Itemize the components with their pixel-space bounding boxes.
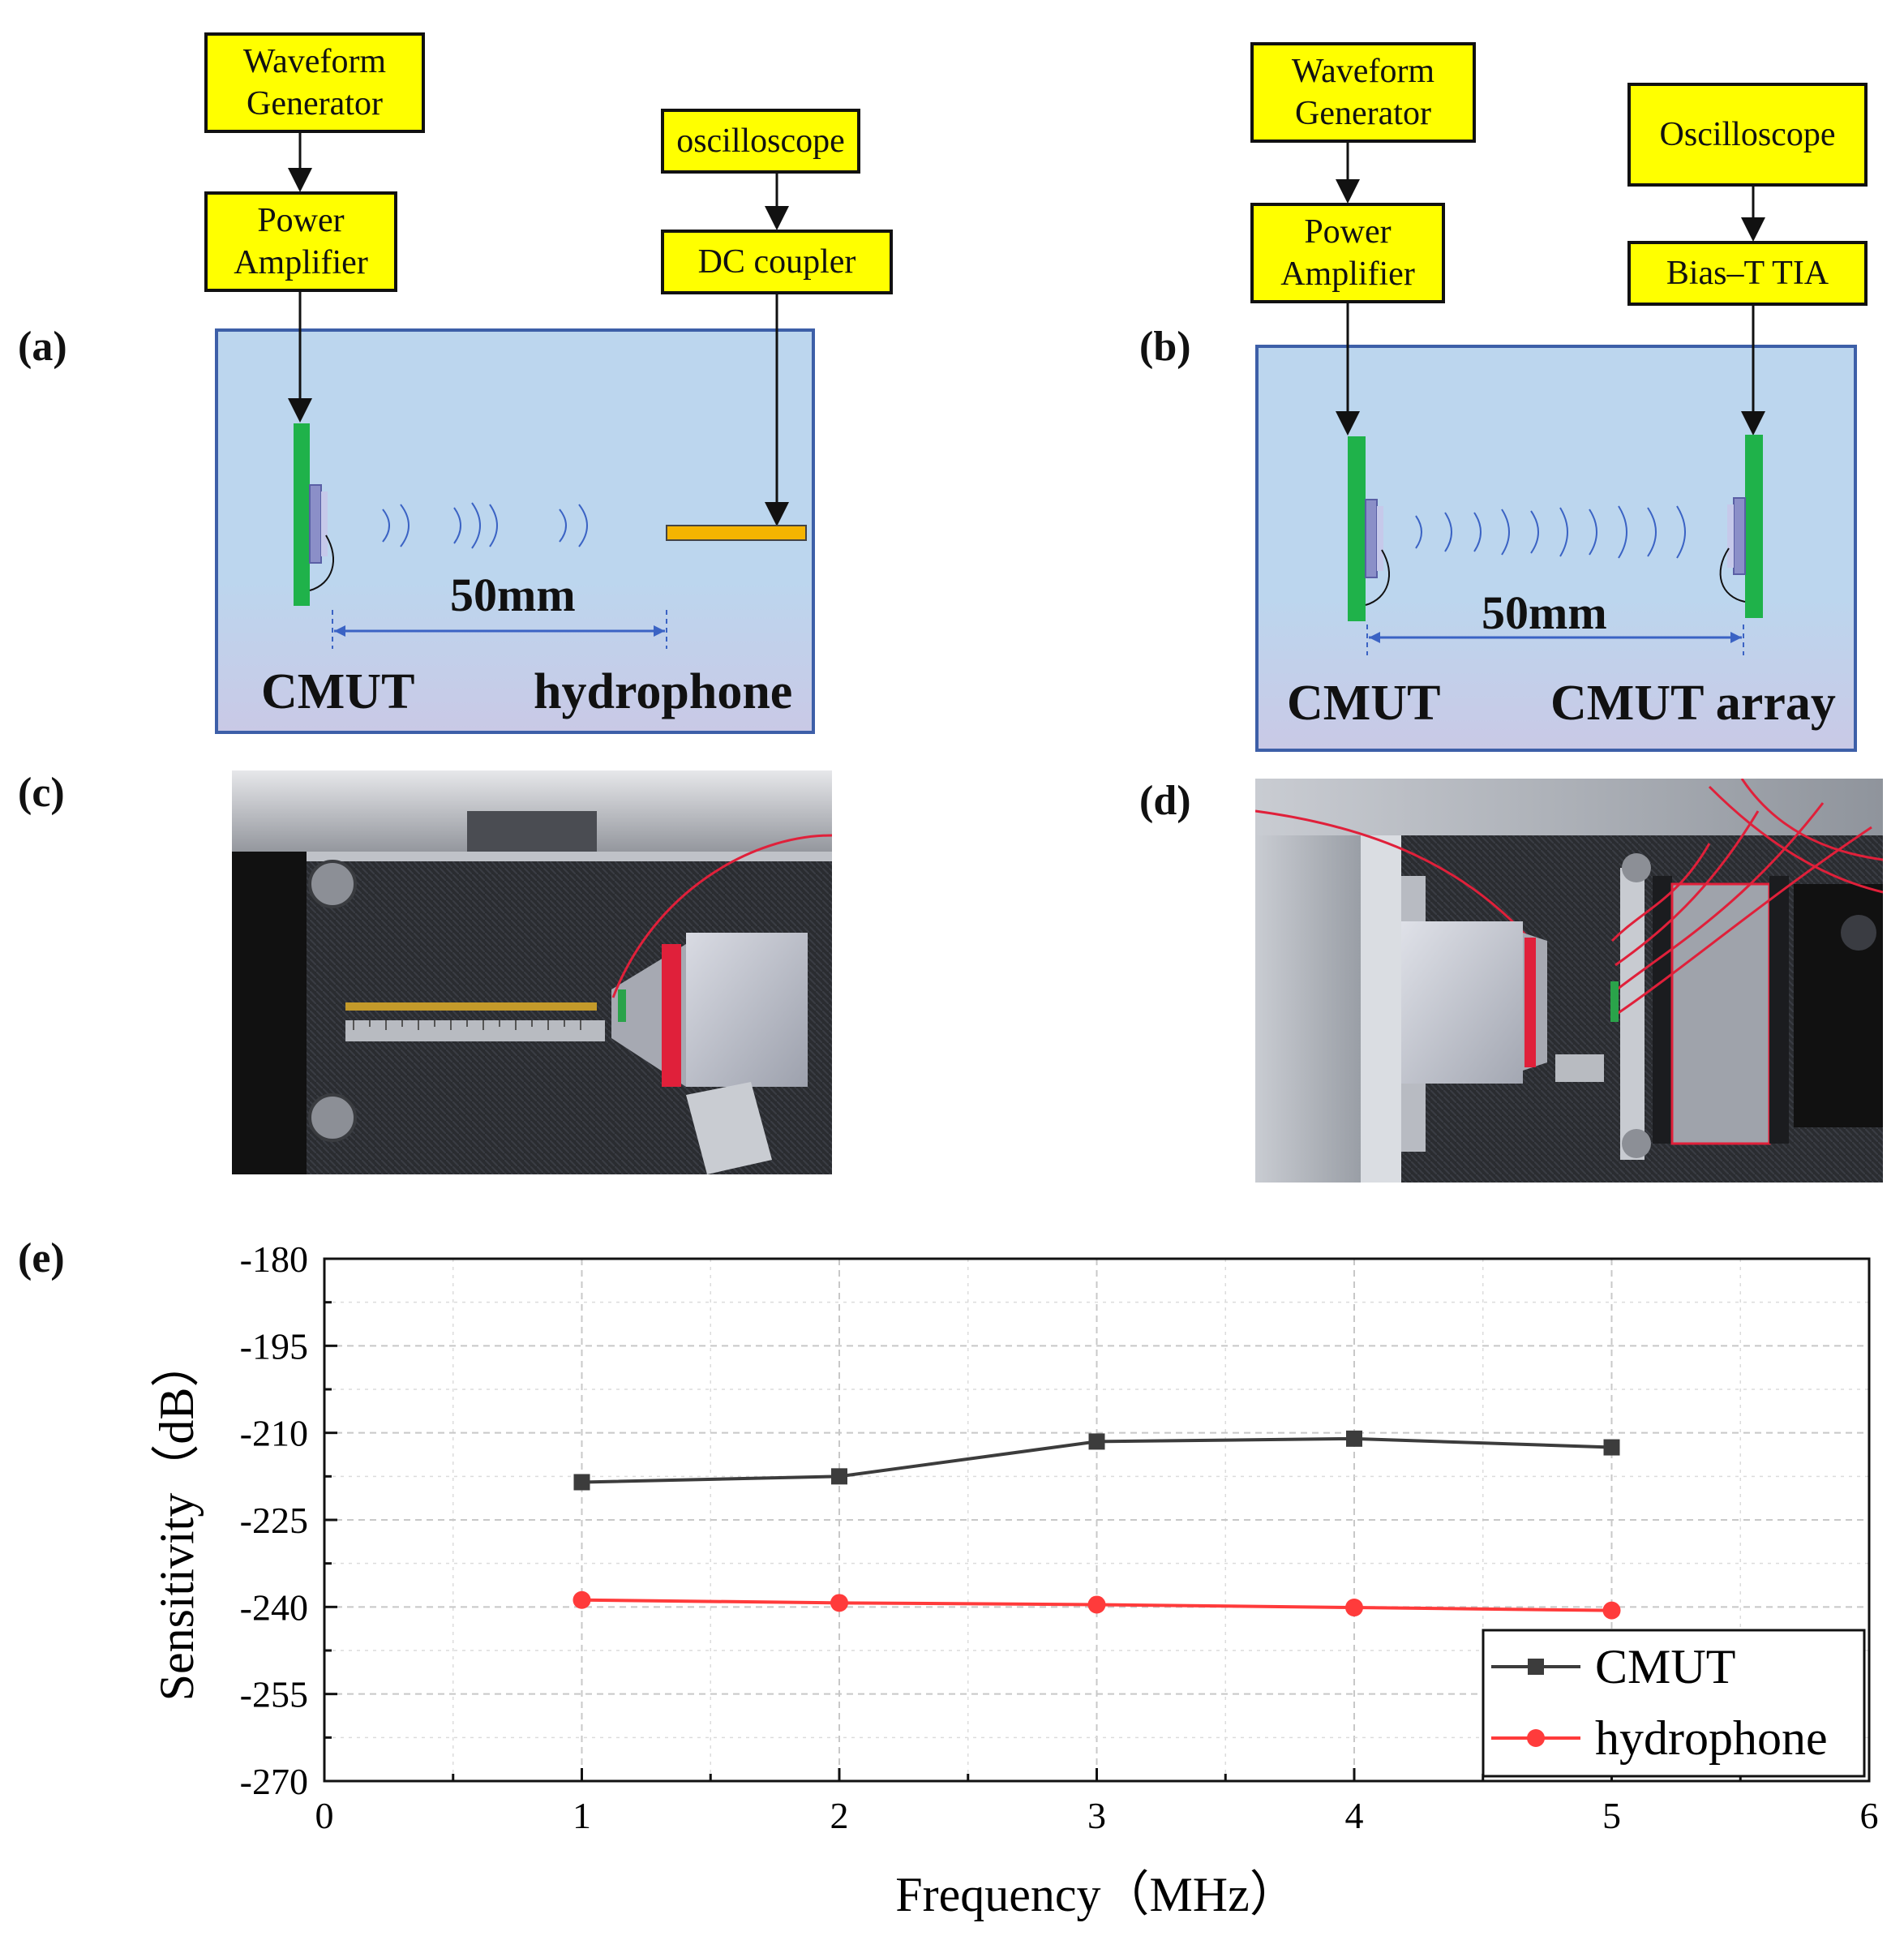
data-point-cmut [831,1468,847,1485]
pcb-receive-b [1745,435,1763,618]
waveform-generator-box-b: Waveform Generator [1250,42,1476,143]
x-tick-label: 3 [1087,1795,1106,1836]
cmut-chip-receive-b [1733,497,1746,575]
legend-label-hydrophone: hydrophone [1595,1711,1828,1765]
data-point-hydrophone [572,1590,591,1609]
data-point-hydrophone [1602,1601,1621,1620]
y-tick-label: -270 [240,1761,308,1802]
sensitivity-chart: 0 1 2 3 4 5 6 -180 -195 -210 -225 -240 -255 -270 CMUT… [150,1238,1879,1921]
y-axis-title: Sensitivity（dB） [150,1339,204,1702]
waveform-generator-box-a: Waveform Generator [204,32,425,133]
legend-box [1482,1629,1866,1778]
y-tick-label: -195 [240,1325,308,1367]
data-point-cmut [1603,1439,1620,1456]
hydrophone-element-a [666,525,807,541]
cmut-label-a: CMUT [261,664,415,719]
cmut-label-b: CMUT [1287,676,1441,731]
distance-label-a: 50mm [450,569,576,621]
x-tick-label: 6 [1860,1795,1879,1836]
panel-label-d: (d) [1139,778,1191,824]
legend-marker-hydrophone [1527,1729,1545,1747]
chart-series [572,1430,1621,1620]
legend-label-cmut: CMUT [1595,1640,1735,1693]
photo-c-illustration [232,770,832,1174]
photo-d-cmut-array-setup [1255,779,1883,1183]
x-tick-label: 4 [1345,1795,1364,1836]
y-tick-label: -225 [240,1500,308,1541]
data-point-cmut [573,1474,590,1491]
data-point-cmut [1346,1430,1362,1447]
cmut-chip-transmit-b [1365,499,1378,578]
chart-ticks: 0 1 2 3 4 5 6 -180 -195 -210 -225 -240 -255 -270 [240,1238,1879,1836]
oscilloscope-box-a: oscilloscope [661,109,860,174]
distance-label-b: 50mm [1482,586,1607,639]
data-point-hydrophone [1345,1599,1363,1617]
data-point-hydrophone [1087,1595,1106,1614]
power-amplifier-box-b: Power Amplifier [1250,203,1445,303]
panel-label-a: (a) [18,324,67,370]
x-tick-label: 2 [830,1795,849,1836]
hydrophone-label-a: hydrophone [534,664,793,719]
photo-c-hydrophone-setup [232,770,832,1174]
data-point-cmut [1088,1433,1105,1450]
diagram-a-graphics [288,133,807,649]
power-amplifier-box-a: Power Amplifier [204,191,397,292]
bias-t-tia-box-b: Bias–T TIA [1627,241,1868,306]
photo-d-illustration [1255,779,1883,1183]
diagram-b-graphics [1336,143,1765,655]
y-tick-label: -255 [240,1674,308,1715]
panel-label-b: (b) [1139,324,1191,370]
acoustic-waves-b [1415,505,1686,559]
x-tick-label: 0 [315,1795,334,1836]
pcb-transmit-b [1348,436,1366,621]
panel-label-e: (e) [18,1235,65,1281]
data-point-hydrophone [830,1594,848,1612]
y-tick-label: -180 [240,1238,308,1280]
panel-label-c: (c) [18,770,65,816]
x-tick-label: 5 [1602,1795,1621,1836]
x-tick-label: 1 [572,1795,591,1836]
cmut-chip-a [309,484,322,564]
legend-marker-cmut [1528,1659,1544,1675]
cmut-array-label-b: CMUT array [1550,676,1836,731]
y-tick-label: -240 [240,1586,308,1628]
y-tick-label: -210 [240,1413,308,1454]
dc-coupler-box-a: DC coupler [661,230,893,294]
oscilloscope-box-b: Oscilloscope [1627,83,1868,187]
x-axis-title: Frequency（MHz） [895,1868,1298,1921]
chart-legend: CMUT hydrophone [1482,1629,1866,1778]
acoustic-waves-a [382,502,588,549]
pcb-a [294,423,310,606]
